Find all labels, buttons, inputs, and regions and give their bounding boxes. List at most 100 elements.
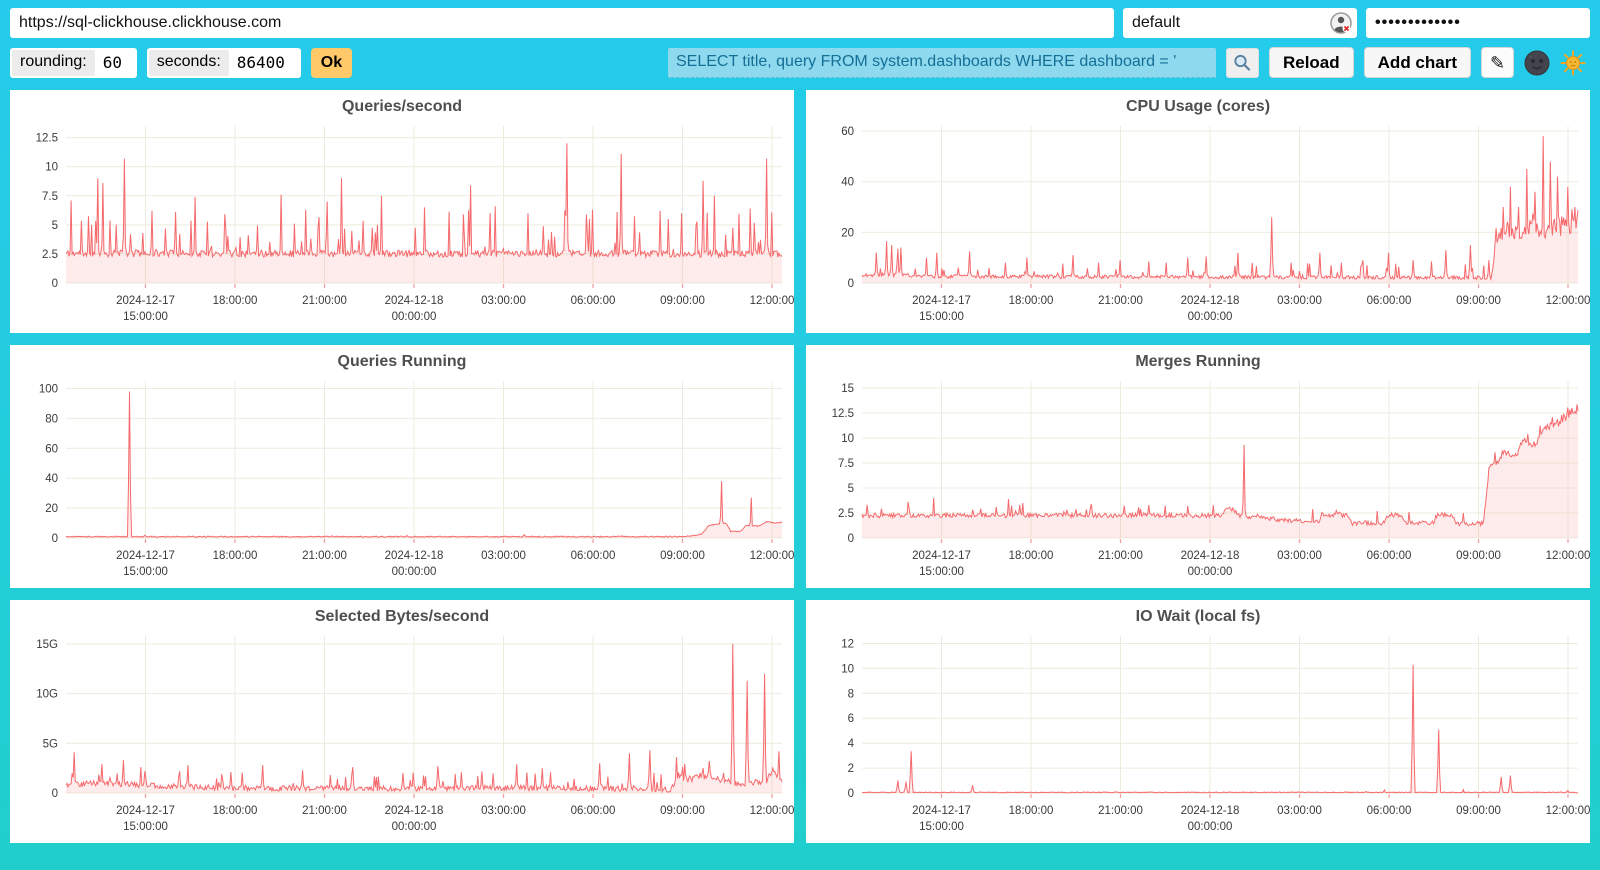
svg-text:2: 2 [848, 763, 854, 775]
svg-text:10: 10 [45, 162, 58, 174]
svg-text:18:00:00: 18:00:00 [1009, 550, 1054, 562]
svg-text:06:00:00: 06:00:00 [1367, 295, 1412, 307]
svg-text:2024-12-18: 2024-12-18 [385, 805, 444, 817]
svg-text:12.5: 12.5 [832, 408, 854, 420]
ok-button[interactable]: Ok [310, 47, 353, 78]
sun-face-icon [1560, 50, 1586, 75]
reload-button[interactable]: Reload [1268, 47, 1354, 78]
svg-text:09:00:00: 09:00:00 [660, 295, 705, 307]
password-manager-icon[interactable] [1330, 12, 1352, 34]
connection-bar [0, 0, 1600, 38]
svg-text:06:00:00: 06:00:00 [571, 805, 616, 817]
rounding-control: rounding: [10, 47, 137, 78]
svg-text:00:00:00: 00:00:00 [1188, 566, 1233, 578]
svg-text:03:00:00: 03:00:00 [1277, 805, 1322, 817]
svg-text:15:00:00: 15:00:00 [123, 566, 168, 578]
svg-text:0: 0 [52, 533, 58, 545]
svg-text:15:00:00: 15:00:00 [123, 311, 168, 323]
user-input[interactable] [1123, 8, 1357, 38]
chart-plot-area[interactable]: 0 20 40 60 2024-12-17 15:00:00 18:00:00 21:00:0… [806, 90, 1590, 333]
svg-text:100: 100 [39, 384, 58, 396]
svg-text:15:00:00: 15:00:00 [919, 821, 964, 833]
svg-text:21:00:00: 21:00:00 [1098, 295, 1143, 307]
pencil-icon: ✎ [1489, 52, 1506, 73]
svg-text:4: 4 [848, 738, 855, 750]
svg-text:21:00:00: 21:00:00 [302, 295, 347, 307]
svg-text:09:00:00: 09:00:00 [1456, 805, 1501, 817]
svg-text:18:00:00: 18:00:00 [1009, 805, 1054, 817]
svg-text:09:00:00: 09:00:00 [1456, 550, 1501, 562]
chart-plot-area[interactable]: 0 20 40 60 80 100 2024-12-17 15:00:00 18:00:00 21… [10, 345, 794, 588]
svg-text:10: 10 [841, 663, 854, 675]
svg-text:03:00:00: 03:00:00 [481, 295, 526, 307]
rounding-label: rounding: [12, 49, 95, 76]
svg-text:2.5: 2.5 [838, 508, 854, 520]
chart-card-queries-running: Queries Running 0 20 40 60 80 100 2024-12-17 15… [10, 345, 794, 588]
svg-text:15:00:00: 15:00:00 [123, 821, 168, 833]
svg-text:12:00:00: 12:00:00 [1546, 550, 1590, 562]
svg-text:12:00:00: 12:00:00 [750, 550, 794, 562]
chart-plot-area[interactable]: 0 2.5 5 7.5 10 12.5 2024-12-17 15:00:00 18:00:00… [10, 90, 794, 333]
svg-text:10: 10 [841, 433, 854, 445]
svg-text:2024-12-17: 2024-12-17 [116, 805, 175, 817]
svg-text:7.5: 7.5 [838, 458, 854, 470]
svg-text:12:00:00: 12:00:00 [1546, 295, 1590, 307]
rounding-input[interactable] [94, 49, 135, 76]
magnifier-icon [1234, 54, 1251, 71]
svg-text:00:00:00: 00:00:00 [392, 821, 437, 833]
svg-text:06:00:00: 06:00:00 [571, 295, 616, 307]
svg-text:12: 12 [841, 639, 854, 651]
svg-text:18:00:00: 18:00:00 [1009, 295, 1054, 307]
svg-text:5: 5 [52, 220, 58, 232]
svg-text:12:00:00: 12:00:00 [750, 295, 794, 307]
svg-text:15G: 15G [36, 639, 58, 651]
svg-text:00:00:00: 00:00:00 [392, 311, 437, 323]
chart-plot-area[interactable]: 0 5G 10G 15G 2024-12-17 15:00:00 18:00:00 21:00… [10, 600, 794, 843]
svg-text:06:00:00: 06:00:00 [571, 550, 616, 562]
svg-text:2.5: 2.5 [42, 249, 58, 261]
user-field-wrap [1123, 8, 1357, 38]
svg-text:40: 40 [45, 473, 58, 485]
svg-text:2024-12-17: 2024-12-17 [912, 805, 971, 817]
svg-text:2024-12-17: 2024-12-17 [912, 295, 971, 307]
seconds-input[interactable] [228, 49, 299, 76]
svg-text:18:00:00: 18:00:00 [213, 805, 258, 817]
svg-text:00:00:00: 00:00:00 [1188, 821, 1233, 833]
svg-text:2024-12-18: 2024-12-18 [1181, 295, 1240, 307]
svg-text:00:00:00: 00:00:00 [392, 566, 437, 578]
password-input[interactable] [1366, 8, 1590, 38]
run-query-button[interactable] [1225, 47, 1259, 78]
chart-card-io-wait: IO Wait (local fs) 0 2 4 6 8 10 12 2024-12-17 15… [806, 600, 1590, 843]
add-chart-button[interactable]: Add chart [1363, 47, 1471, 78]
svg-text:40: 40 [841, 177, 854, 189]
server-url-input[interactable] [10, 8, 1114, 38]
svg-text:0: 0 [848, 278, 854, 290]
chart-plot-area[interactable]: 0 2.5 5 7.5 10 12.5 15 2024-12-17 15:00:00 18:00:… [806, 345, 1590, 588]
svg-text:15:00:00: 15:00:00 [919, 566, 964, 578]
dark-theme-toggle[interactable] [1524, 50, 1550, 76]
svg-text:2024-12-18: 2024-12-18 [1181, 805, 1240, 817]
chart-card-cpu-usage: CPU Usage (cores) 0 20 40 60 2024-12-17 15:00… [806, 90, 1590, 333]
svg-text:03:00:00: 03:00:00 [1277, 550, 1322, 562]
svg-text:2024-12-18: 2024-12-18 [1181, 550, 1240, 562]
svg-text:5G: 5G [43, 738, 58, 750]
chart-card-queries-per-second: Queries/second 0 2.5 5 7.5 10 12.5 2024-12-17 1… [10, 90, 794, 333]
svg-text:21:00:00: 21:00:00 [302, 550, 347, 562]
svg-text:6: 6 [848, 713, 854, 725]
chart-card-merges-running: Merges Running 0 2.5 5 7.5 10 12.5 15 2024-12-1… [806, 345, 1590, 588]
svg-text:8: 8 [848, 688, 854, 700]
svg-text:2024-12-17: 2024-12-17 [912, 550, 971, 562]
mass-edit-button[interactable]: ✎ [1481, 47, 1514, 78]
svg-text:0: 0 [848, 533, 854, 545]
svg-text:15:00:00: 15:00:00 [919, 311, 964, 323]
svg-text:18:00:00: 18:00:00 [213, 550, 258, 562]
toolbar: rounding: seconds: Ok Reload Add chart ✎ [0, 38, 1600, 78]
svg-text:0: 0 [52, 278, 58, 290]
dashboard-query-input[interactable] [667, 47, 1216, 78]
svg-text:09:00:00: 09:00:00 [1456, 295, 1501, 307]
light-theme-toggle[interactable] [1560, 50, 1586, 76]
svg-text:20: 20 [45, 503, 58, 515]
svg-text:10G: 10G [36, 689, 58, 701]
chart-plot-area[interactable]: 0 2 4 6 8 10 12 2024-12-17 15:00:00 18:00:00 21:00… [806, 600, 1590, 843]
svg-text:03:00:00: 03:00:00 [481, 805, 526, 817]
